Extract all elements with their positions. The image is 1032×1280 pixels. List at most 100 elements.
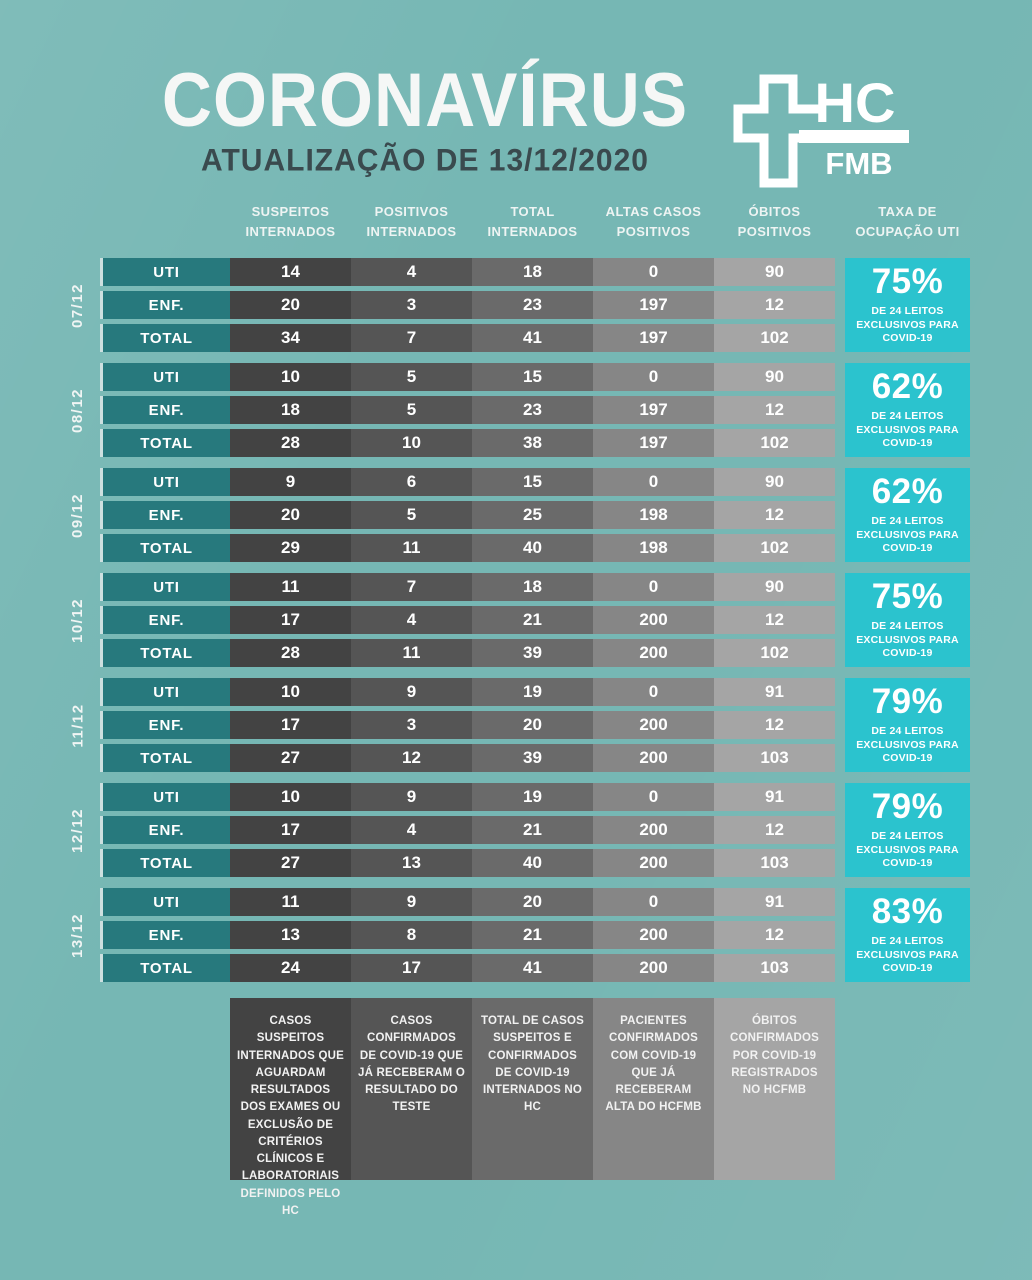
page-title: CORONAVÍRUS bbox=[161, 57, 689, 143]
value-cell: 91 bbox=[714, 783, 835, 811]
value-cell: 11 bbox=[230, 573, 351, 601]
occupancy-percent: 62% bbox=[871, 472, 944, 512]
value-cell: 10 bbox=[351, 429, 472, 457]
date-label: 11/12 bbox=[60, 678, 96, 772]
value-cell: 17 bbox=[230, 606, 351, 634]
row-label-cell: ENF. bbox=[100, 291, 230, 319]
legend-boxes: CASOS SUSPEITOS INTERNADOS QUE AGUARDAM … bbox=[230, 998, 835, 1217]
occupancy-note: DE 24 LEITOS EXCLUSIVOS PARA COVID-19 bbox=[856, 724, 959, 765]
header: CORONAVÍRUS ATUALIZAÇÃO DE 13/12/2020 bbox=[115, 62, 735, 178]
value-cell: 21 bbox=[472, 921, 593, 949]
value-cell: 4 bbox=[351, 816, 472, 844]
value-cell: 90 bbox=[714, 363, 835, 391]
row-label-cell: TOTAL bbox=[100, 324, 230, 352]
legend-box: CASOS SUSPEITOS INTERNADOS QUE AGUARDAM … bbox=[230, 998, 351, 1217]
value-cell: 91 bbox=[714, 678, 835, 706]
value-cell: 0 bbox=[593, 468, 714, 496]
occupancy-percent: 62% bbox=[871, 367, 944, 407]
occupancy-percent: 75% bbox=[871, 262, 944, 302]
date-label: 07/12 bbox=[60, 258, 96, 352]
value-cell: 198 bbox=[593, 501, 714, 529]
value-cell: 6 bbox=[351, 468, 472, 496]
row-label-cell: UTI bbox=[100, 363, 230, 391]
value-cell: 15 bbox=[472, 468, 593, 496]
value-cell: 200 bbox=[593, 606, 714, 634]
value-cell: 103 bbox=[714, 849, 835, 877]
value-cell: 39 bbox=[472, 744, 593, 772]
date-block: 11/12 79% DE 24 LEITOS EXCLUSIVOS PARA C… bbox=[70, 678, 970, 772]
column-header: TAXA DE OCUPAÇÃO UTI bbox=[855, 204, 960, 239]
value-cell: 25 bbox=[472, 501, 593, 529]
legend-box: TOTAL DE CASOS SUSPEITOS E CONFIRMADOS D… bbox=[472, 998, 593, 1180]
row-label-cell: ENF. bbox=[100, 501, 230, 529]
value-cell: 38 bbox=[472, 429, 593, 457]
value-cell: 41 bbox=[472, 324, 593, 352]
value-cell: 21 bbox=[472, 606, 593, 634]
value-cell: 3 bbox=[351, 291, 472, 319]
value-cell: 40 bbox=[472, 534, 593, 562]
value-cell: 18 bbox=[230, 396, 351, 424]
value-cell: 12 bbox=[714, 606, 835, 634]
page-subtitle: ATUALIZAÇÃO DE 13/12/2020 bbox=[201, 143, 649, 178]
value-cell: 90 bbox=[714, 258, 835, 286]
date-label: 10/12 bbox=[60, 573, 96, 667]
column-header: POSITIVOS INTERNADOS bbox=[366, 204, 457, 239]
value-cell: 102 bbox=[714, 324, 835, 352]
value-cell: 0 bbox=[593, 888, 714, 916]
value-cell: 13 bbox=[230, 921, 351, 949]
row-label-cell: UTI bbox=[100, 678, 230, 706]
logo-fmb-text: FMB bbox=[825, 146, 892, 181]
date-label: 09/12 bbox=[60, 468, 96, 562]
value-cell: 4 bbox=[351, 606, 472, 634]
value-cell: 9 bbox=[351, 783, 472, 811]
value-cell: 23 bbox=[472, 291, 593, 319]
value-cell: 197 bbox=[593, 324, 714, 352]
value-cell: 12 bbox=[714, 711, 835, 739]
value-cell: 200 bbox=[593, 849, 714, 877]
value-cell: 11 bbox=[351, 639, 472, 667]
value-cell: 200 bbox=[593, 744, 714, 772]
data-table: 07/12 75% DE 24 LEITOS EXCLUSIVOS PARA C… bbox=[70, 258, 970, 993]
value-cell: 200 bbox=[593, 711, 714, 739]
value-cell: 29 bbox=[230, 534, 351, 562]
value-cell: 20 bbox=[472, 888, 593, 916]
value-cell: 24 bbox=[230, 954, 351, 982]
value-cell: 18 bbox=[472, 258, 593, 286]
value-cell: 0 bbox=[593, 783, 714, 811]
date-label: 13/12 bbox=[60, 888, 96, 982]
value-cell: 3 bbox=[351, 711, 472, 739]
legend-box: PACIENTES CONFIRMADOS COM COVID-19 QUE J… bbox=[593, 998, 714, 1180]
row-label-cell: UTI bbox=[100, 258, 230, 286]
column-headers: SUSPEITOS INTERNADOS POSITIVOS INTERNADOS… bbox=[230, 202, 970, 241]
occupancy-note: DE 24 LEITOS EXCLUSIVOS PARA COVID-19 bbox=[856, 409, 959, 450]
value-cell: 0 bbox=[593, 363, 714, 391]
value-cell: 9 bbox=[230, 468, 351, 496]
date-text: 10/12 bbox=[69, 597, 87, 643]
row-label-cell: UTI bbox=[100, 783, 230, 811]
value-cell: 14 bbox=[230, 258, 351, 286]
value-cell: 4 bbox=[351, 258, 472, 286]
value-cell: 27 bbox=[230, 849, 351, 877]
value-cell: 5 bbox=[351, 363, 472, 391]
value-cell: 12 bbox=[714, 501, 835, 529]
value-cell: 20 bbox=[472, 711, 593, 739]
value-cell: 9 bbox=[351, 888, 472, 916]
value-cell: 10 bbox=[230, 363, 351, 391]
value-cell: 198 bbox=[593, 534, 714, 562]
value-cell: 197 bbox=[593, 396, 714, 424]
value-cell: 8 bbox=[351, 921, 472, 949]
row-label-cell: UTI bbox=[100, 468, 230, 496]
row-label-cell: ENF. bbox=[100, 606, 230, 634]
value-cell: 0 bbox=[593, 678, 714, 706]
occupancy-box: 79% DE 24 LEITOS EXCLUSIVOS PARA COVID-1… bbox=[845, 783, 970, 877]
date-text: 13/12 bbox=[69, 912, 87, 958]
value-cell: 21 bbox=[472, 816, 593, 844]
row-label-cell: TOTAL bbox=[100, 849, 230, 877]
occupancy-percent: 79% bbox=[871, 682, 944, 722]
hcfmb-logo: HC FMB bbox=[733, 71, 911, 190]
date-block: 13/12 83% DE 24 LEITOS EXCLUSIVOS PARA C… bbox=[70, 888, 970, 982]
date-block: 10/12 75% DE 24 LEITOS EXCLUSIVOS PARA C… bbox=[70, 573, 970, 667]
value-cell: 12 bbox=[714, 291, 835, 319]
value-cell: 12 bbox=[714, 396, 835, 424]
value-cell: 11 bbox=[230, 888, 351, 916]
